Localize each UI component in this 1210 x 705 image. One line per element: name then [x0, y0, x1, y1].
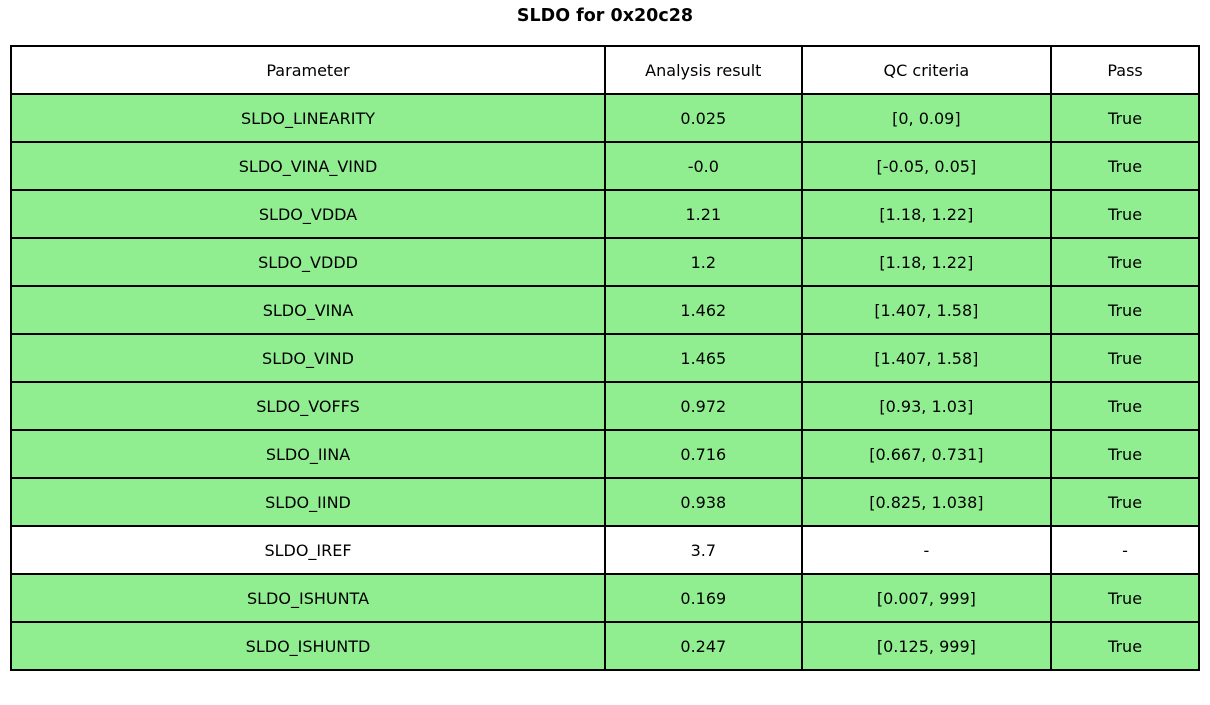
table-row: SLDO_VDDD 1.2 [1.18, 1.22] True — [9, 237, 1200, 287]
table-row: SLDO_VDDA 1.21 [1.18, 1.22] True — [9, 189, 1200, 239]
cell-criteria: [0.667, 0.731] — [800, 429, 1053, 479]
column-header-pass: Pass — [1050, 45, 1200, 95]
cell-criteria: [0.007, 999] — [800, 573, 1053, 623]
cell-criteria: [-0.05, 0.05] — [800, 141, 1053, 191]
table-row: SLDO_IINA 0.716 [0.667, 0.731] True — [9, 429, 1200, 479]
chart-title: SLDO for 0x20c28 — [516, 6, 694, 26]
table-row: SLDO_ISHUNTD 0.247 [0.125, 999] True — [9, 621, 1200, 671]
cell-parameter: SLDO_IIND — [9, 477, 607, 527]
column-header-parameter: Parameter — [9, 45, 607, 95]
table-row: SLDO_ISHUNTA 0.169 [0.007, 999] True — [9, 573, 1200, 623]
cell-criteria: [1.407, 1.58] — [800, 285, 1053, 335]
cell-criteria: [1.18, 1.22] — [800, 189, 1053, 239]
cell-result: 0.972 — [604, 381, 803, 431]
cell-pass: True — [1050, 477, 1200, 527]
column-header-analysis-result: Analysis result — [604, 45, 803, 95]
cell-pass: True — [1050, 381, 1200, 431]
cell-criteria: [0.125, 999] — [800, 621, 1053, 671]
cell-parameter: SLDO_VIND — [9, 333, 607, 383]
table-row: SLDO_VIND 1.465 [1.407, 1.58] True — [9, 333, 1200, 383]
cell-result: 3.7 — [604, 525, 803, 575]
cell-criteria: [1.407, 1.58] — [800, 333, 1053, 383]
cell-criteria: - — [800, 525, 1053, 575]
cell-pass: True — [1050, 141, 1200, 191]
table-row: SLDO_IREF 3.7- - — [9, 525, 1200, 575]
header-row: Parameter Analysis result QC criteria Pa… — [9, 45, 1200, 95]
cell-result: 1.2 — [604, 237, 803, 287]
cell-parameter: SLDO_ISHUNTD — [9, 621, 607, 671]
qc-results-table: Parameter Analysis result QC criteria Pa… — [9, 45, 1200, 671]
table-header: Parameter Analysis result QC criteria Pa… — [9, 45, 1200, 95]
cell-parameter: SLDO_LINEARITY — [9, 93, 607, 143]
table-row: SLDO_VINA 1.462 [1.407, 1.58] True — [9, 285, 1200, 335]
cell-result: 1.21 — [604, 189, 803, 239]
cell-pass: True — [1050, 93, 1200, 143]
table-row: SLDO_VOFFS 0.972 [0.93, 1.03] True — [9, 381, 1200, 431]
cell-result: 1.465 — [604, 333, 803, 383]
cell-pass: - — [1050, 525, 1200, 575]
cell-criteria: [0, 0.09] — [800, 93, 1053, 143]
table-row: SLDO_LINEARITY 0.025 [0, 0.09] True — [9, 93, 1200, 143]
table-body: SLDO_LINEARITY 0.025 [0, 0.09] True SLDO_VIN… — [9, 93, 1200, 671]
table-row: SLDO_IIND 0.938 [0.825, 1.038] True — [9, 477, 1200, 527]
table-row: SLDO_VINA_VIND -0.0 [-0.05, 0.05] True — [9, 141, 1200, 191]
cell-parameter: SLDO_VINA — [9, 285, 607, 335]
cell-result: 0.025 — [604, 93, 803, 143]
cell-criteria: [0.825, 1.038] — [800, 477, 1053, 527]
cell-result: 0.938 — [604, 477, 803, 527]
cell-criteria: [1.18, 1.22] — [800, 237, 1053, 287]
cell-parameter: SLDO_VINA_VIND — [9, 141, 607, 191]
cell-parameter: SLDO_IREF — [9, 525, 607, 575]
cell-pass: True — [1050, 429, 1200, 479]
cell-pass: True — [1050, 621, 1200, 671]
cell-pass: True — [1050, 573, 1200, 623]
cell-result: 0.716 — [604, 429, 803, 479]
cell-pass: True — [1050, 237, 1200, 287]
cell-parameter: SLDO_IINA — [9, 429, 607, 479]
cell-result: -0.0 — [604, 141, 803, 191]
cell-criteria: [0.93, 1.03] — [800, 381, 1053, 431]
cell-pass: True — [1050, 189, 1200, 239]
cell-pass: True — [1050, 285, 1200, 335]
cell-result: 0.247 — [604, 621, 803, 671]
column-header-qc-criteria: QC criteria — [800, 45, 1053, 95]
cell-pass: True — [1050, 333, 1200, 383]
cell-parameter: SLDO_ISHUNTA — [9, 573, 607, 623]
cell-parameter: SLDO_VDDD — [9, 237, 607, 287]
cell-parameter: SLDO_VDDA — [9, 189, 607, 239]
cell-parameter: SLDO_VOFFS — [9, 381, 607, 431]
cell-result: 1.462 — [604, 285, 803, 335]
cell-result: 0.169 — [604, 573, 803, 623]
